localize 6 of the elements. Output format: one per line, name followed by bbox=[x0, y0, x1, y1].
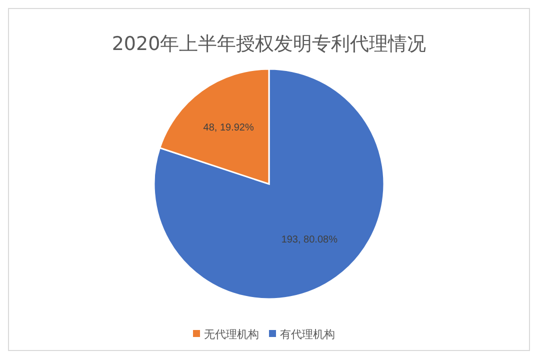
pie-slice bbox=[153, 68, 385, 300]
data-label: 48, 19.92% bbox=[203, 122, 254, 134]
chart-title: 2020年上半年授权发明专利代理情况 bbox=[110, 32, 428, 57]
legend-label: 无代理机构 bbox=[204, 328, 259, 341]
data-label: 193, 80.08% bbox=[281, 234, 338, 246]
legend-label: 有代理机构 bbox=[280, 328, 335, 341]
